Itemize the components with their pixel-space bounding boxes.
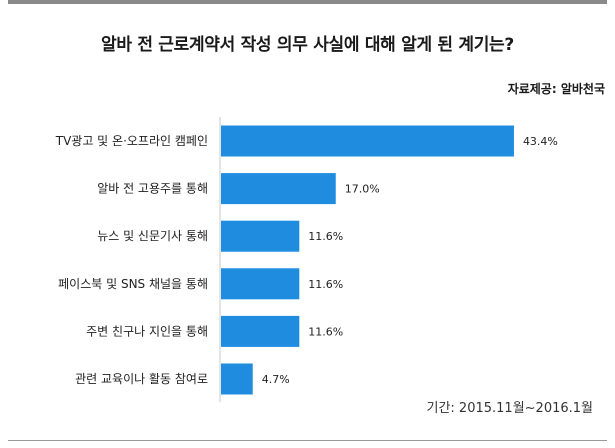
value-label-4: 11.6%	[308, 325, 343, 338]
category-label-2: 뉴스 및 신문기사 통해	[97, 229, 208, 243]
category-label-5: 관련 교육이나 활동 참여로	[75, 372, 208, 386]
bar-3	[221, 268, 300, 300]
bars: TV광고 및 온·오프라인 캠페인 43.4% 알바 전 고용주를 통해 17.0% 뉴…	[55, 125, 558, 395]
bar-0	[221, 125, 514, 157]
top-rule	[8, 0, 607, 4]
category-label-0: TV광고 및 온·오프라인 캠페인	[55, 134, 208, 148]
value-label-3: 11.6%	[308, 278, 343, 291]
category-label-1: 알바 전 고용주를 통해	[97, 182, 208, 196]
bar-5	[221, 363, 253, 395]
value-label-2: 11.6%	[308, 230, 343, 243]
bottom-rule	[8, 440, 607, 441]
period-note: 기간: 2015.11월~2016.1월	[426, 401, 594, 416]
bar-2	[221, 220, 300, 252]
bar-1	[221, 173, 336, 205]
source-credit: 자료제공: 알바천국	[507, 82, 605, 96]
chart-title: 알바 전 근로계약서 작성 의무 사실에 대해 알게 된 계기는?	[101, 35, 514, 55]
bar-4	[221, 315, 300, 347]
value-label-5: 4.7%	[262, 373, 290, 386]
category-label-3: 페이스북 및 SNS 채널을 통해	[58, 277, 208, 291]
value-label-1: 17.0%	[345, 183, 380, 196]
category-label-4: 주변 친구나 지인을 통해	[86, 324, 208, 338]
value-label-0: 43.4%	[523, 135, 558, 148]
